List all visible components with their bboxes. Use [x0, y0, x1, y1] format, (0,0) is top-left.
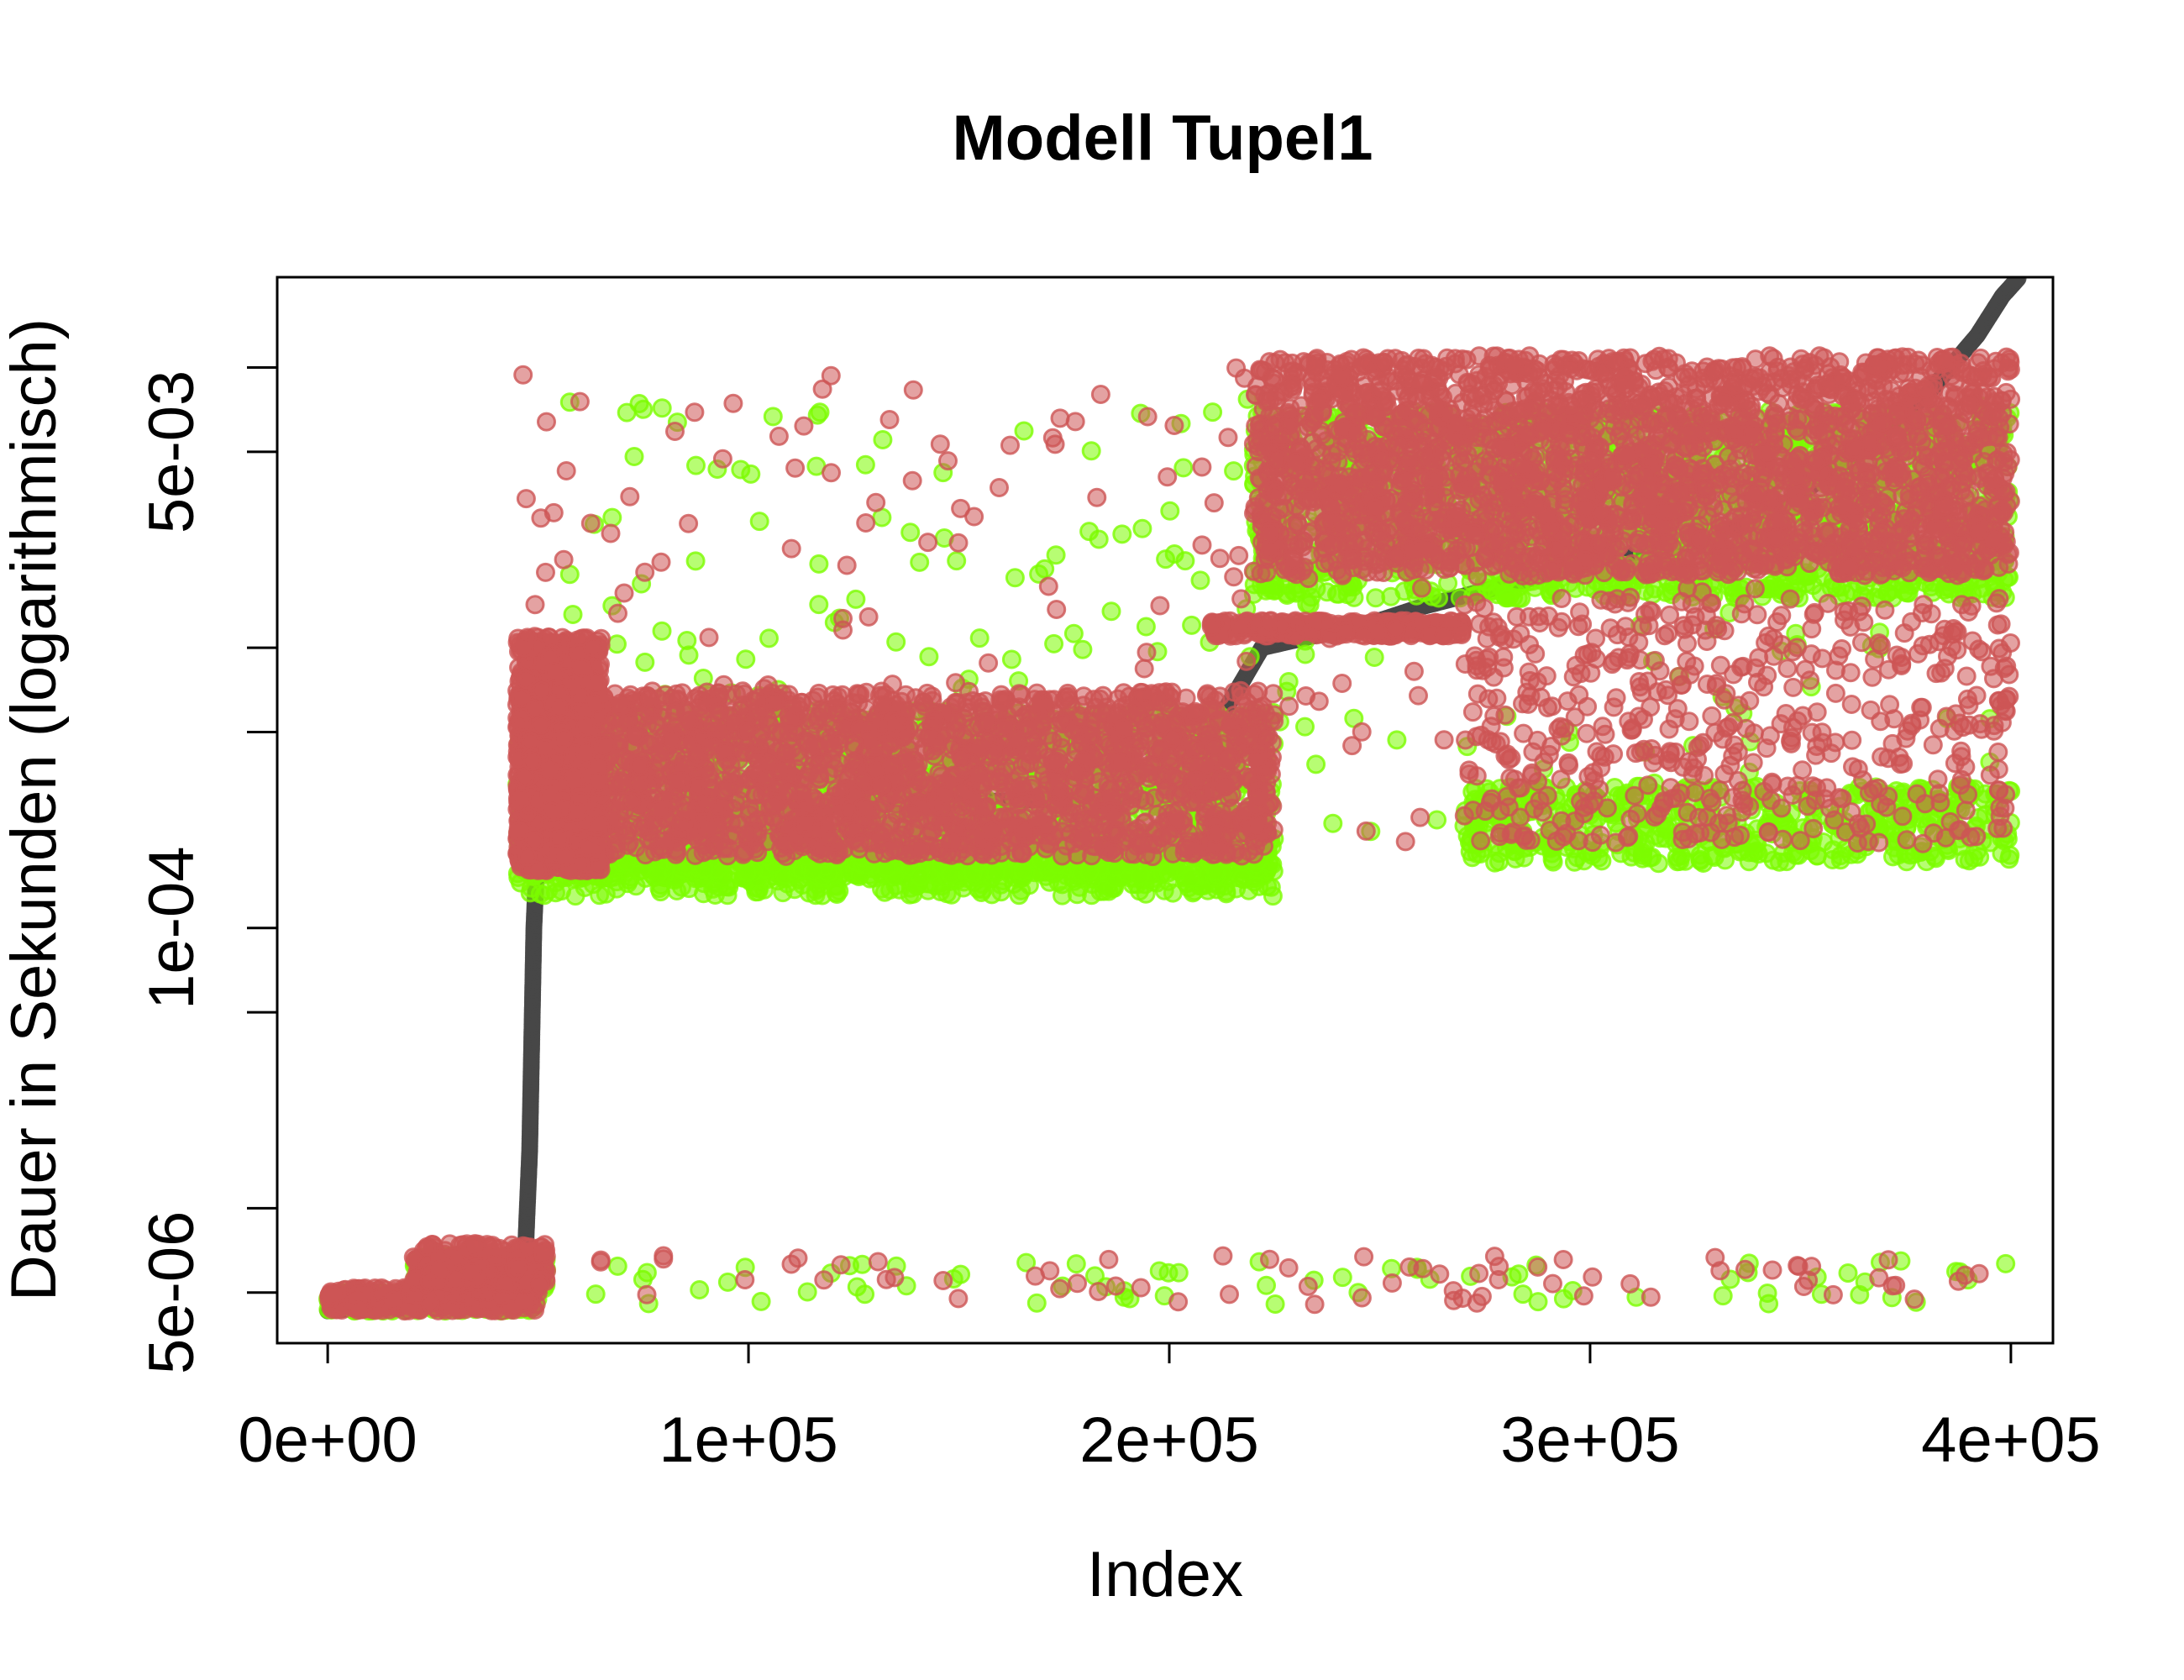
- green-point: [737, 863, 757, 883]
- green-point: [911, 867, 931, 887]
- green-point: [1163, 883, 1183, 903]
- green-point: [941, 864, 961, 885]
- green-point: [648, 865, 668, 885]
- chart-title: Modell Tupel1: [952, 102, 1373, 174]
- measured-point: [2009, 277, 2027, 287]
- green-point: [1130, 865, 1150, 885]
- green-point: [1067, 885, 1087, 905]
- green-point: [1181, 869, 1201, 888]
- x-axis-label: Index: [1087, 1539, 1243, 1610]
- green-point: [1231, 869, 1252, 889]
- y-axis-label: Dauer in Sekunden (logarithmisch): [0, 318, 70, 1301]
- plot-area: [318, 277, 2027, 1321]
- green-point: [1013, 861, 1033, 881]
- green-point: [1079, 862, 1100, 882]
- green-point: [937, 884, 957, 904]
- green-point: [986, 864, 1005, 883]
- green-point: [530, 884, 550, 904]
- green-point: [717, 885, 738, 906]
- data-layer: [318, 277, 2027, 1321]
- green-point: [1206, 863, 1226, 882]
